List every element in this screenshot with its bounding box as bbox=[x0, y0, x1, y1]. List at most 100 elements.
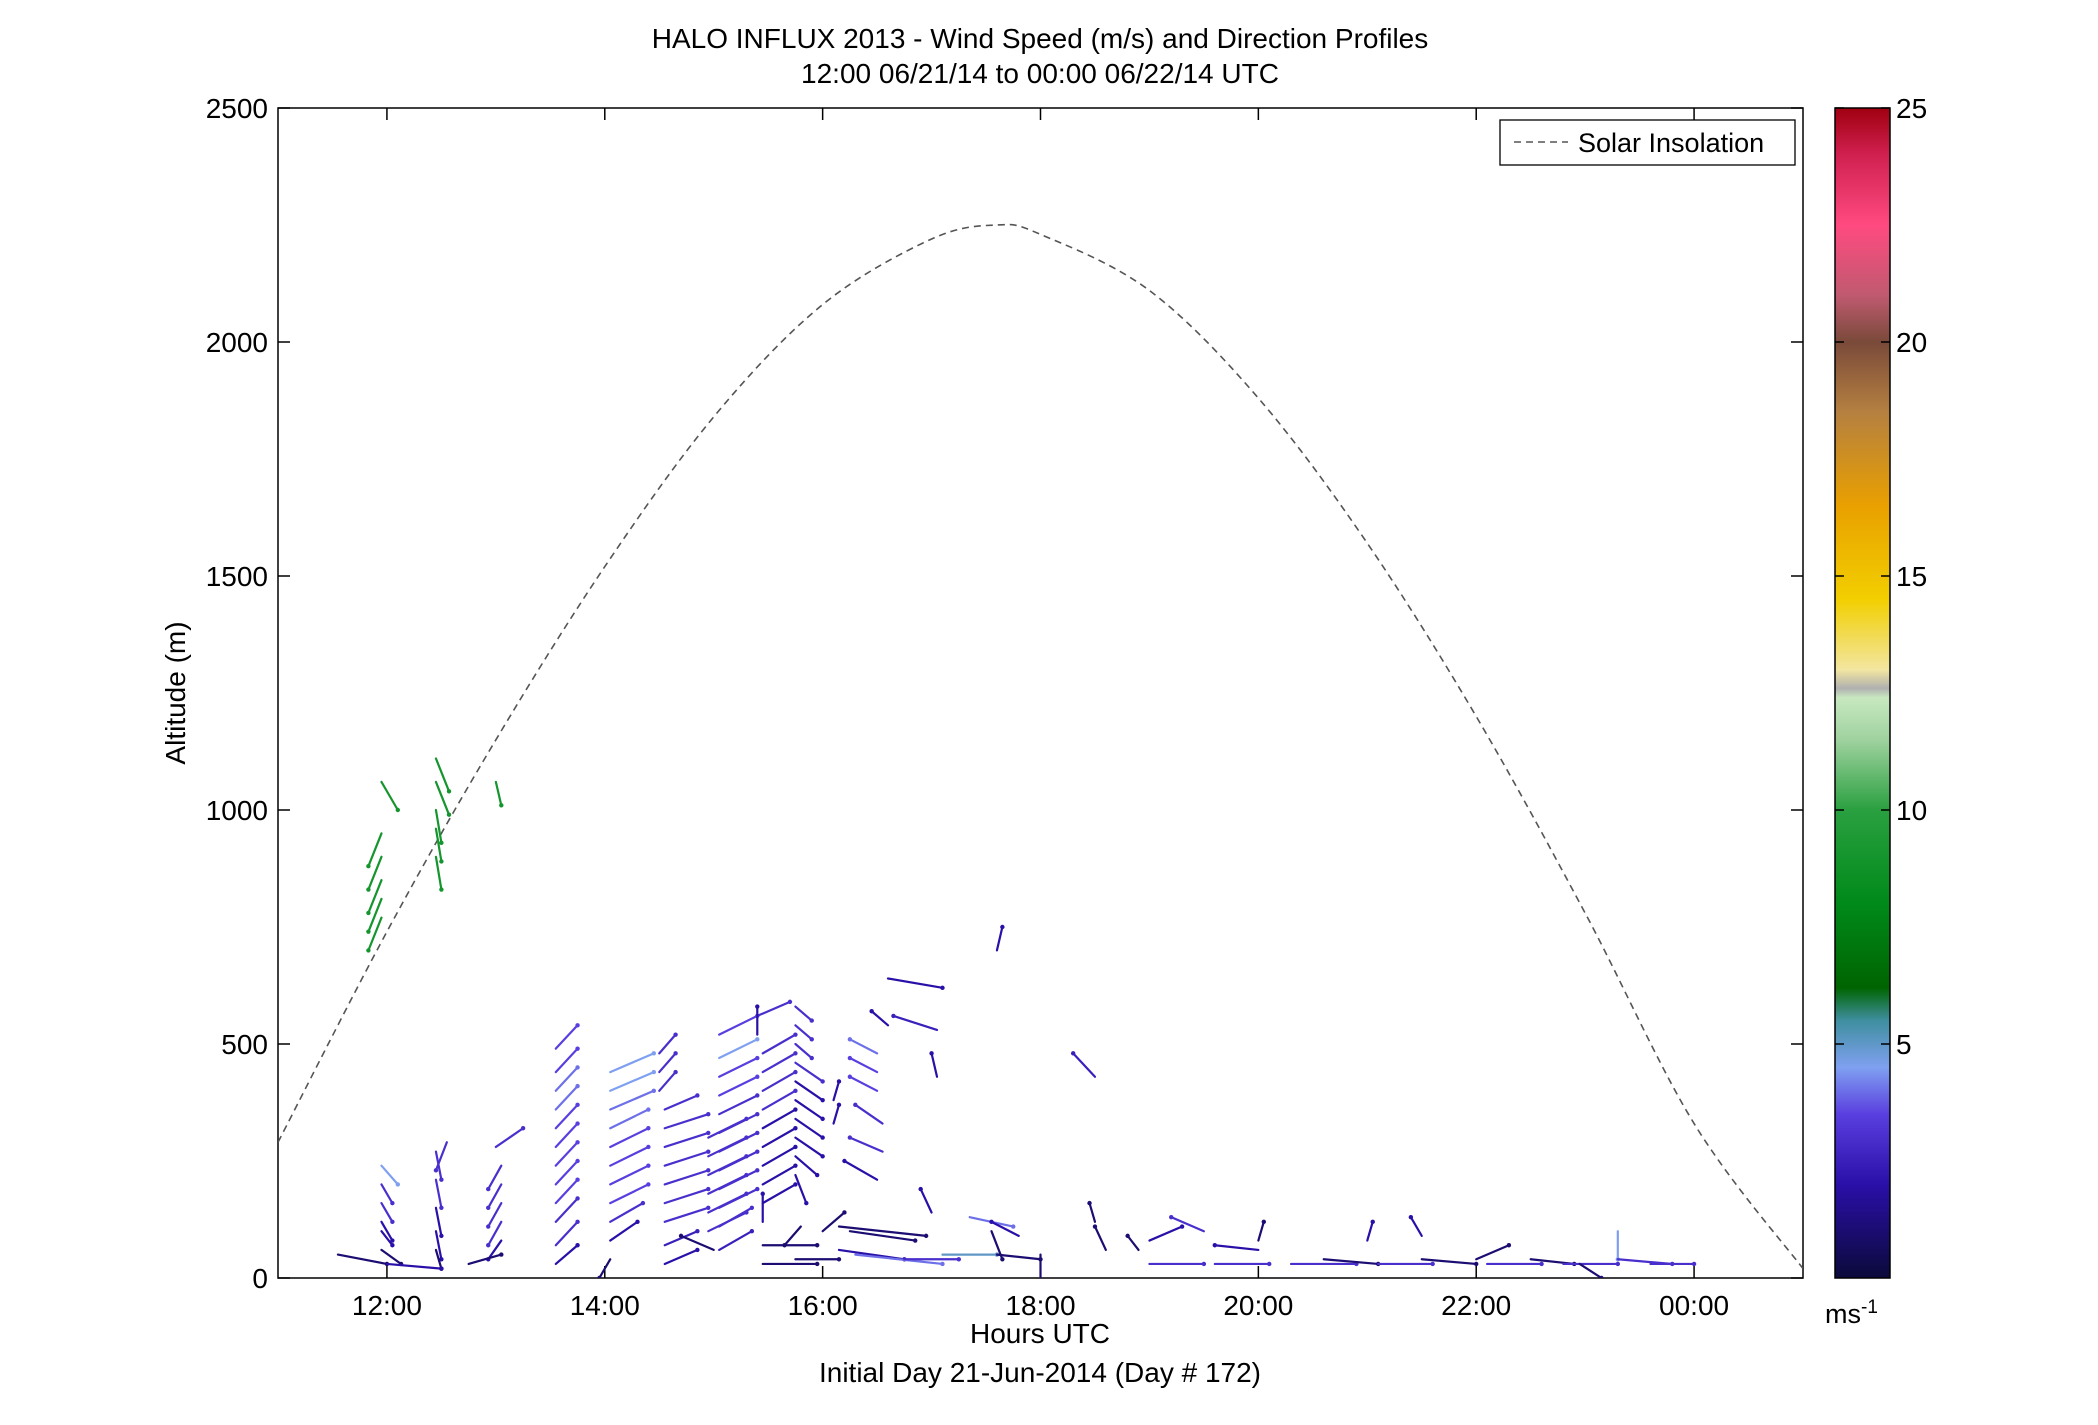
wind-vector-head bbox=[1000, 1257, 1005, 1262]
wind-vector bbox=[367, 879, 383, 915]
wind-vector bbox=[598, 1258, 612, 1278]
wind-vector bbox=[832, 1103, 841, 1125]
wind-vector bbox=[761, 1089, 797, 1111]
wind-vector-head bbox=[706, 1149, 711, 1154]
wind-vector bbox=[756, 1000, 792, 1018]
wind-vector-head bbox=[646, 1107, 651, 1112]
wind-vector bbox=[718, 1113, 759, 1135]
wind-vector bbox=[609, 1220, 639, 1242]
wind-vector bbox=[870, 1010, 890, 1027]
wind-vector-head bbox=[695, 1229, 700, 1234]
wind-vector-head bbox=[597, 1275, 602, 1278]
wind-vector-head bbox=[923, 1233, 929, 1239]
wind-vector bbox=[609, 1202, 645, 1223]
wind-vector-head bbox=[673, 1051, 678, 1056]
wind-vector bbox=[336, 1253, 389, 1266]
wind-vector-head bbox=[804, 1200, 809, 1206]
wind-vector bbox=[554, 1103, 579, 1130]
wind-vector bbox=[990, 1220, 1020, 1237]
wind-vector-head bbox=[793, 1051, 798, 1056]
y-tick-label: 0 bbox=[252, 1263, 268, 1294]
wind-vector bbox=[718, 1187, 759, 1209]
wind-vector-head bbox=[793, 1088, 798, 1094]
wind-vector-head bbox=[782, 1243, 787, 1248]
chart-subtitle: 12:00 06/21/14 to 00:00 06/22/14 UTC bbox=[801, 58, 1279, 89]
wind-vector bbox=[434, 1230, 443, 1261]
colorbar-tick-label: 25 bbox=[1896, 93, 1927, 124]
wind-vector bbox=[1257, 1220, 1265, 1242]
wind-vector bbox=[1148, 1225, 1184, 1242]
colorbar-tick-label: 10 bbox=[1896, 795, 1927, 826]
colorbar-scale bbox=[1834, 107, 1891, 1279]
wind-vector bbox=[487, 1183, 503, 1209]
wind-vector-head bbox=[439, 1205, 444, 1211]
wind-vector bbox=[794, 1005, 813, 1022]
wind-vector-head bbox=[640, 1200, 646, 1206]
wind-vector-head bbox=[1370, 1219, 1375, 1225]
wind-vector bbox=[609, 1052, 655, 1074]
wind-vector bbox=[609, 1164, 650, 1186]
wind-vector bbox=[663, 1248, 699, 1266]
wind-vector bbox=[380, 1248, 403, 1266]
wind-vector-head bbox=[842, 1210, 847, 1215]
wind-vector-head bbox=[575, 1121, 580, 1126]
wind-vector bbox=[658, 1033, 677, 1055]
wind-vector bbox=[434, 757, 451, 793]
wind-vector-head bbox=[760, 1191, 765, 1196]
wind-vector-head bbox=[1125, 1233, 1130, 1239]
wind-vector bbox=[609, 1089, 655, 1111]
wind-vector-head bbox=[1539, 1261, 1544, 1267]
wind-vector bbox=[843, 1159, 879, 1181]
wind-vector bbox=[1366, 1220, 1374, 1242]
solar-insolation-curve bbox=[278, 223, 1803, 1270]
wind-vector bbox=[837, 1225, 928, 1237]
wind-vector-head bbox=[433, 1168, 439, 1173]
y-tick-label: 2000 bbox=[206, 327, 268, 358]
wind-vector-head bbox=[706, 1112, 711, 1117]
wind-vector-head bbox=[989, 1219, 994, 1225]
wind-vector-head bbox=[1506, 1243, 1512, 1248]
wind-vector bbox=[794, 1042, 813, 1060]
wind-vector-head bbox=[929, 1051, 934, 1056]
wind-vector-head bbox=[390, 1238, 395, 1243]
wind-vector bbox=[832, 1080, 841, 1102]
wind-vector bbox=[663, 1131, 710, 1149]
wind-vector bbox=[487, 1164, 503, 1191]
wind-vector bbox=[761, 1033, 797, 1055]
wind-vector-head bbox=[486, 1205, 491, 1211]
legend-entry: Solar Insolation bbox=[1578, 128, 1764, 158]
wind-vector bbox=[794, 1024, 813, 1041]
wind-vector bbox=[848, 1038, 879, 1055]
wind-vector-head bbox=[836, 1257, 842, 1262]
wind-vector-head bbox=[1087, 1200, 1092, 1206]
wind-vector bbox=[487, 1239, 503, 1261]
x-tick-label: 00:00 bbox=[1659, 1290, 1729, 1321]
wind-vector bbox=[554, 1141, 579, 1167]
wind-vector-head bbox=[575, 1177, 580, 1182]
wind-vector bbox=[663, 1187, 710, 1205]
wind-vector-head bbox=[439, 859, 444, 864]
wind-vector bbox=[554, 1122, 579, 1149]
wind-vector bbox=[1093, 1225, 1107, 1252]
wind-vector-head bbox=[1000, 924, 1005, 930]
wind-vector-head bbox=[366, 929, 371, 934]
wind-vector-head bbox=[439, 887, 444, 892]
wind-vector bbox=[434, 1248, 443, 1270]
wind-vector-head bbox=[706, 1130, 711, 1136]
wind-vector bbox=[494, 1127, 525, 1149]
y-axis-label: Altitude (m) bbox=[160, 621, 191, 764]
wind-vector-head bbox=[820, 1154, 825, 1159]
x-tick-label: 22:00 bbox=[1441, 1290, 1511, 1321]
wind-vector bbox=[554, 1024, 579, 1050]
colorbar-ticks: 5 10 15 20 25 bbox=[1835, 93, 1927, 1060]
wind-vector-head bbox=[390, 1219, 395, 1225]
wind-vector-head bbox=[439, 1257, 444, 1262]
wind-vector-head bbox=[755, 1112, 760, 1117]
wind-vector bbox=[487, 1202, 503, 1228]
wind-vector bbox=[380, 1164, 399, 1186]
wind-vector bbox=[658, 1052, 677, 1074]
wind-vector-head bbox=[646, 1163, 651, 1168]
wind-vectors bbox=[336, 757, 1697, 1278]
wind-vector-head bbox=[651, 1051, 657, 1056]
wind-vector bbox=[1213, 1244, 1260, 1252]
